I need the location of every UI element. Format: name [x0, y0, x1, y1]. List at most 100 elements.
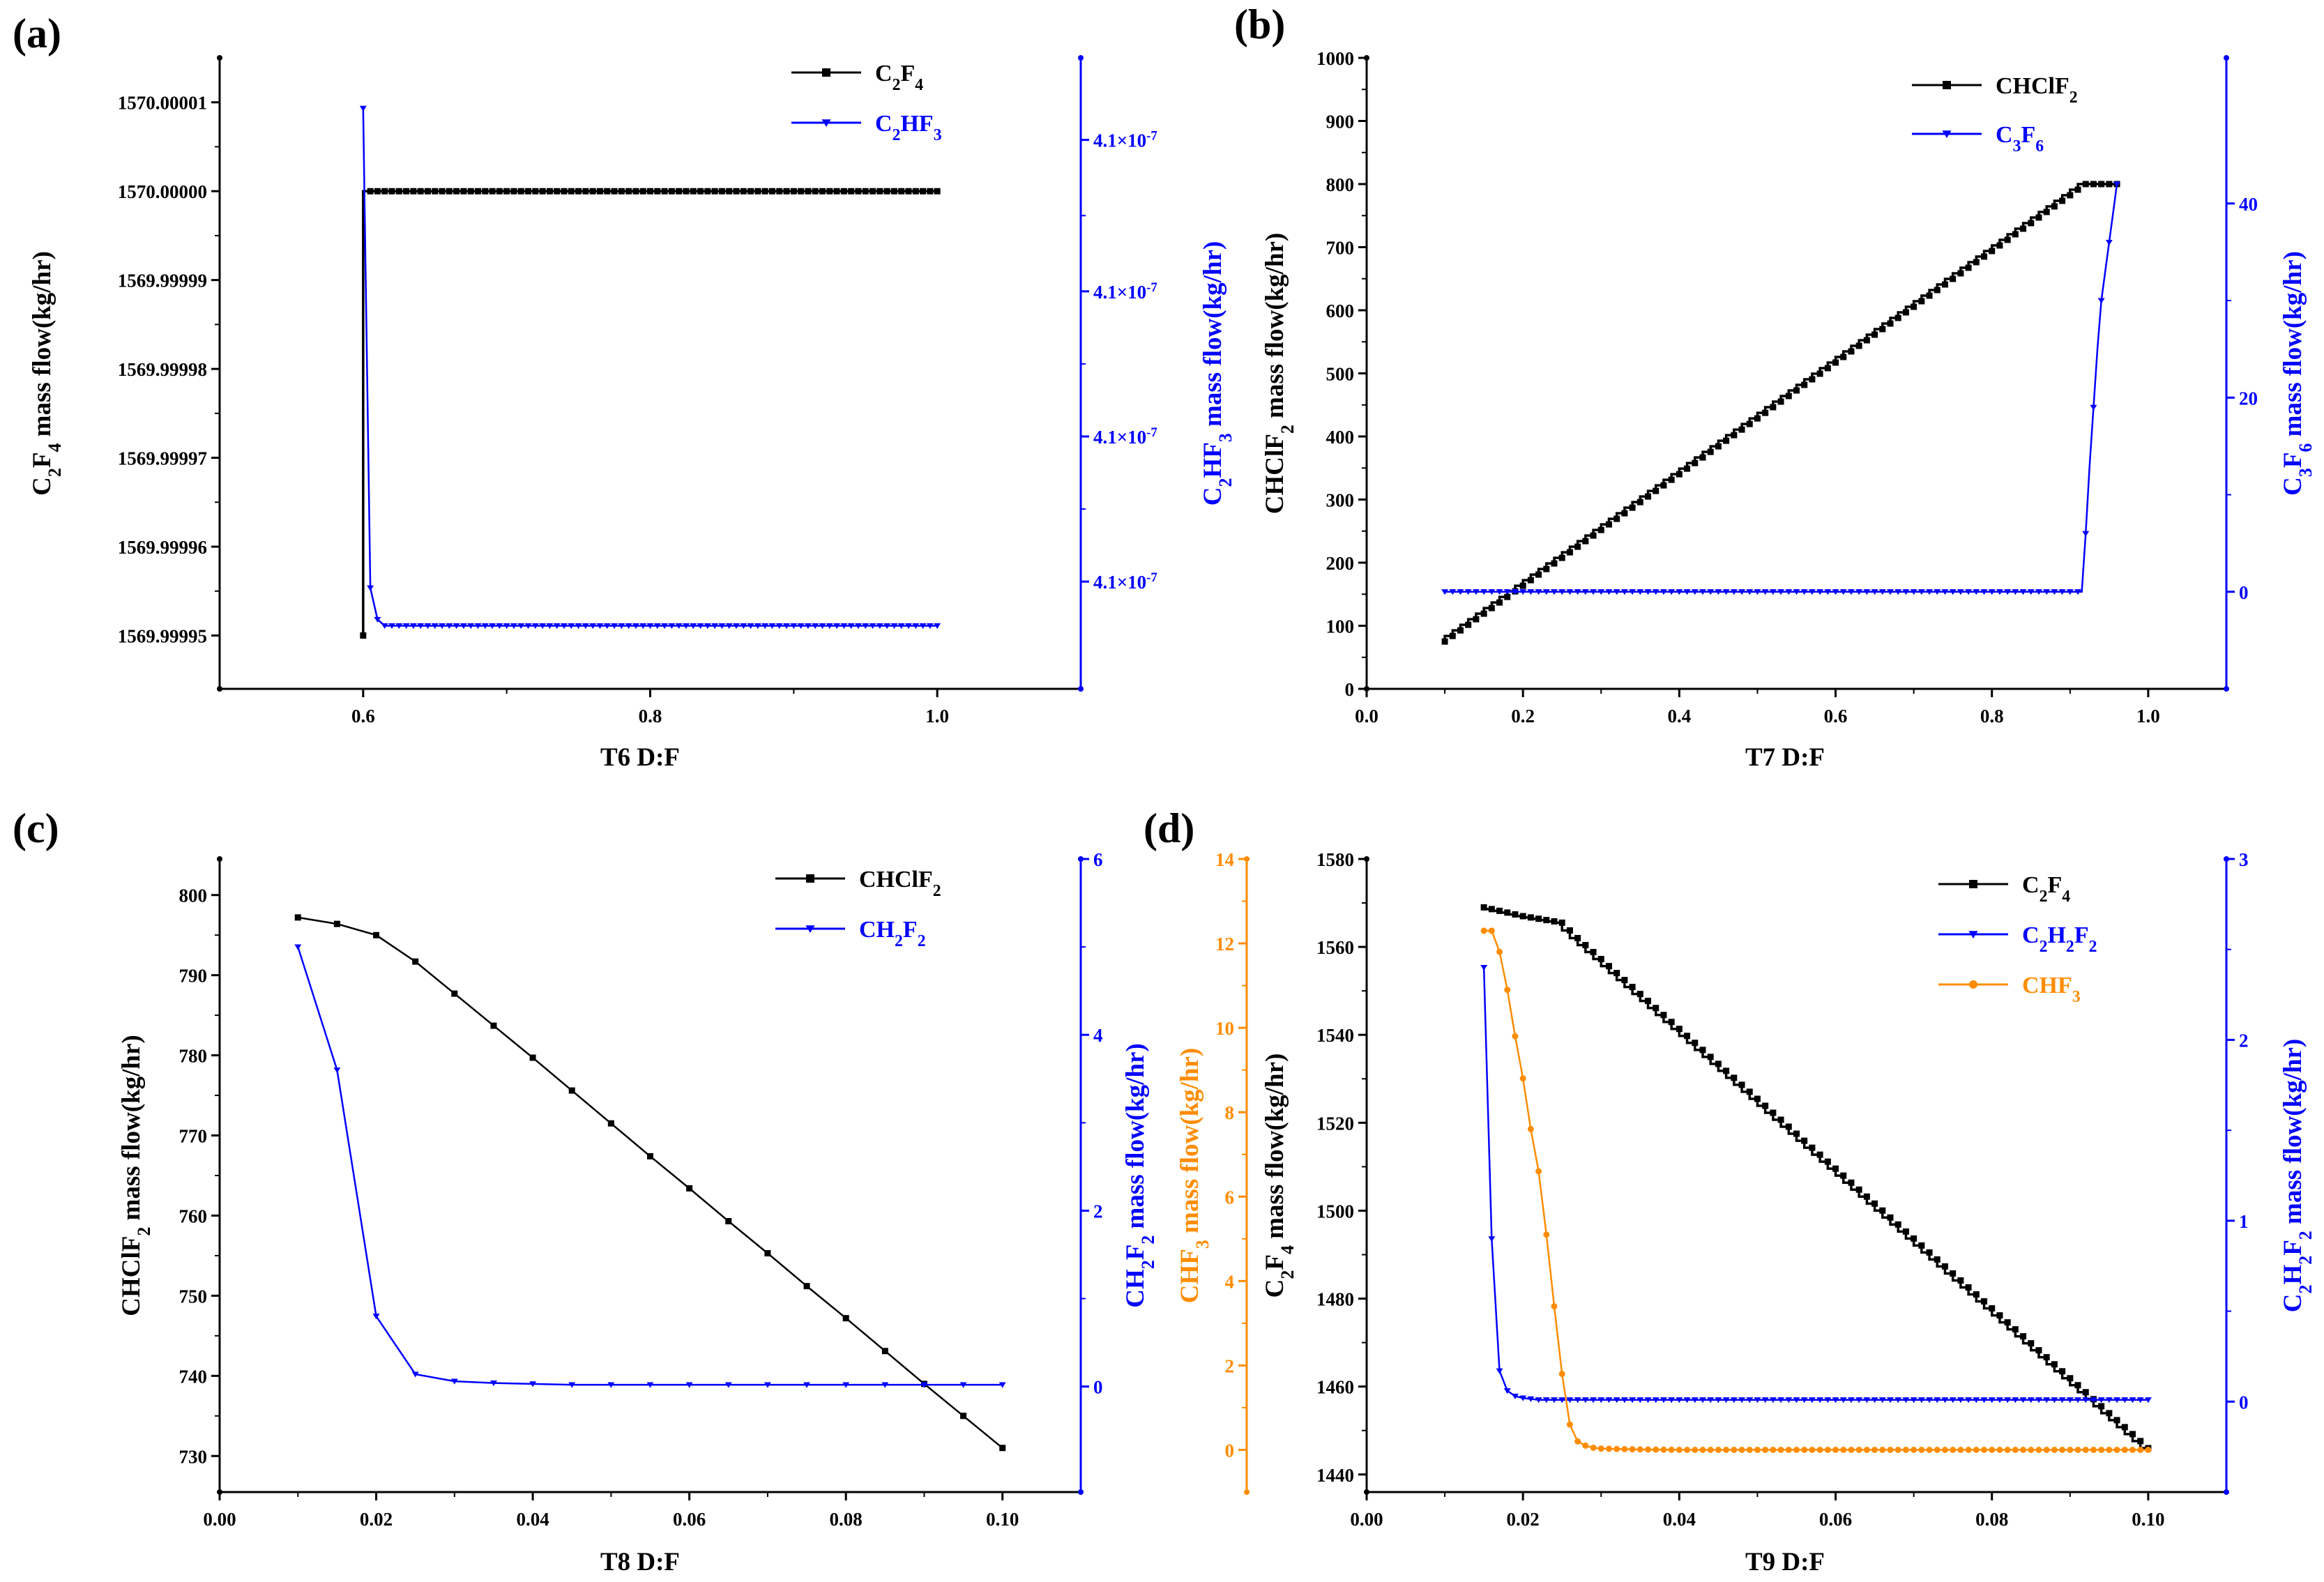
- chart-panel-a: (a) 0.6 0.8 1.0 T6 D:F 1569.99995 1569.99996 15…: [13, 10, 1236, 772]
- legend-marker: [1969, 980, 1977, 989]
- series-markers: [1441, 181, 2120, 645]
- series-markers: [294, 944, 1006, 1388]
- y-axis-title-right: C3F6 mass flow(kg/hr): [2279, 251, 2316, 496]
- x-tick-label: 0.6: [351, 706, 375, 727]
- legend-label: C2HF3: [875, 111, 942, 144]
- y-tick-label: 14: [1215, 849, 1234, 870]
- series-0: [294, 914, 1006, 1452]
- y-tick-label: 4: [1225, 1271, 1235, 1292]
- series-markers: [360, 188, 941, 639]
- y-tick-label: 6: [1225, 1187, 1235, 1208]
- y-tick-label: 1440: [1316, 1465, 1354, 1486]
- y-tick-label: 1569.99998: [118, 359, 207, 380]
- legend-entry: C2F4: [1938, 872, 2070, 906]
- y-axis-title-right: C2H2F2 mass flow(kg/hr): [2279, 1039, 2316, 1312]
- legend-marker: [1968, 931, 1978, 938]
- y-tick-label: 3: [2239, 849, 2249, 870]
- y-tick-label: 100: [1326, 616, 1355, 637]
- y-tick-label: 1: [2239, 1211, 2249, 1232]
- x-axis-title: T8 D:F: [600, 1548, 680, 1576]
- legend-marker: [1942, 130, 1952, 138]
- y-tick-label: 1570.00001: [118, 93, 207, 114]
- y-axis-title-left: CHClF2 mass flow(kg/hr): [1261, 233, 1298, 515]
- axis-end-dot: [217, 55, 222, 61]
- x-axis-title: T6 D:F: [600, 743, 680, 772]
- axis-end-dot: [1078, 1489, 1084, 1495]
- axis-end-dot: [217, 686, 222, 692]
- legend-marker: [822, 68, 830, 77]
- x-tick-label: 0.6: [1824, 706, 1848, 727]
- x-tick-label: 1.0: [2136, 706, 2160, 727]
- panel-label: (b): [1234, 1, 1285, 47]
- x-tick-label: 0.4: [1667, 706, 1691, 727]
- x-tick-label: 0.0: [1355, 706, 1379, 727]
- legend-marker: [1943, 81, 1951, 89]
- y-tick-label: 0: [2239, 582, 2249, 603]
- y-tick-label: 800: [1326, 174, 1355, 195]
- legend-label: CHClF2: [859, 867, 941, 900]
- x-tick-label: 0.02: [360, 1509, 393, 1530]
- y-tick-label: 0: [2239, 1392, 2249, 1413]
- y-tick-label: 1480: [1316, 1289, 1354, 1310]
- legend-entry: CH2F2: [775, 917, 926, 950]
- chart-panel-c: (c) 0.00 0.02 0.04 0.06 0.08 0.10 T8 D:F 730 740 7…: [13, 805, 1158, 1576]
- y-axis-title-left: C2F4 mass flow(kg/hr): [1261, 1054, 1298, 1298]
- y-tick-label: 8: [1225, 1102, 1235, 1123]
- y-tick-label: 6: [1093, 849, 1103, 870]
- legend-entry: CHClF2: [775, 867, 941, 900]
- y-tick-label: 4.1×10-7: [1093, 425, 1157, 448]
- y-tick-label: 1520: [1316, 1113, 1354, 1134]
- x-tick-label: 1.0: [925, 706, 949, 727]
- x-tick-label: 0.00: [1350, 1509, 1383, 1530]
- y-tick-label: 10: [1215, 1018, 1234, 1039]
- series-line: [1443, 183, 2118, 642]
- series-line: [1445, 183, 2118, 593]
- y-tick-label: 740: [179, 1366, 208, 1387]
- legend-label: C2F4: [875, 61, 923, 94]
- series-markers: [1480, 927, 2152, 1453]
- y-tick-label: 2: [2239, 1030, 2249, 1051]
- y-tick-label: 900: [1326, 112, 1355, 132]
- y-tick-label: 600: [1326, 301, 1355, 321]
- legend-label: CH2F2: [859, 917, 926, 950]
- legend-label: CHF3: [2022, 973, 2081, 1006]
- y-tick-label: 1540: [1316, 1025, 1354, 1046]
- y-tick-label: 1000: [1316, 48, 1354, 69]
- x-tick-label: 0.2: [1511, 706, 1535, 727]
- chart-panel-b: (b)0.0 0.2 0.4 0.6 0.8 1.0T7 D:F0100200300400…: [1234, 1, 2316, 772]
- x-tick-label: 0.08: [1975, 1509, 2008, 1530]
- x-tick-label: 0.10: [986, 1509, 1019, 1530]
- series-line: [297, 946, 1003, 1386]
- y-tick-label: 40: [2239, 194, 2258, 215]
- legend-marker: [821, 119, 831, 127]
- y-tick-label: 1500: [1316, 1201, 1354, 1222]
- series-markers: [1441, 181, 2121, 595]
- series-markers: [294, 914, 1006, 1452]
- legend-entry: CHF3: [1938, 973, 2081, 1006]
- axis-end-dot: [1078, 55, 1084, 61]
- y-tick-label: 0: [1225, 1440, 1235, 1461]
- x-tick-label: 0.04: [516, 1509, 549, 1530]
- legend-marker: [1969, 880, 1977, 888]
- x-tick-label: 0.06: [673, 1509, 706, 1530]
- x-tick-label: 0.02: [1507, 1509, 1540, 1530]
- y-axis-title-right: C2HF3 mass flow(kg/hr): [1199, 241, 1236, 505]
- x-tick-label: 0.08: [830, 1509, 863, 1530]
- legend-marker: [806, 874, 814, 883]
- axis-end-dot: [1244, 1489, 1250, 1495]
- series-0: [1480, 904, 2152, 1452]
- series-1: [359, 105, 941, 630]
- series-markers: [1480, 965, 2152, 1404]
- axis-end-dot: [2224, 1489, 2229, 1495]
- y-tick-label: 0: [1345, 679, 1355, 700]
- y-tick-label: 500: [1326, 364, 1355, 385]
- legend-marker: [805, 925, 815, 933]
- y-tick-label: 1460: [1316, 1377, 1354, 1398]
- y-tick-label: 1569.99996: [118, 537, 207, 558]
- panel-label: (c): [13, 805, 59, 851]
- y-tick-label: 700: [1326, 238, 1355, 259]
- y-tick-label: 200: [1326, 553, 1355, 574]
- series-markers: [359, 105, 941, 630]
- y-tick-label: 0: [1093, 1377, 1103, 1398]
- x-axis-title: T9 D:F: [1745, 1548, 1825, 1576]
